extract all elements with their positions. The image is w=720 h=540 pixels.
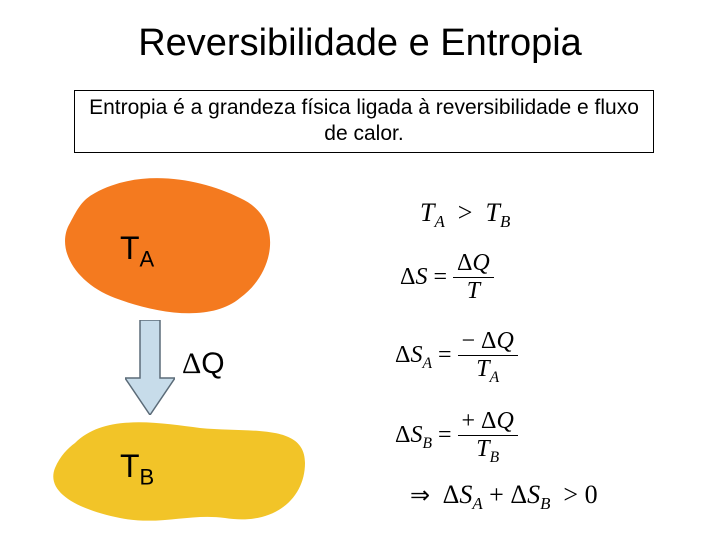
- equation-2: ΔS = ΔQ T: [400, 250, 600, 305]
- label-tb: TB: [120, 448, 154, 490]
- blob-a-shape: [60, 178, 280, 318]
- dq-delta: Δ: [182, 347, 201, 380]
- dq-q: Q: [201, 347, 224, 380]
- blob-a-path: [65, 178, 270, 313]
- slide-title: Reversibilidade e Entropia: [0, 22, 720, 65]
- blob-b-path: [53, 422, 305, 520]
- equation-3: ΔSA = − ΔQ TA: [395, 328, 605, 387]
- ta-sub: A: [140, 246, 155, 271]
- label-ta: TA: [120, 230, 154, 272]
- definition-box: Entropia é a grandeza física ligada à re…: [74, 90, 654, 153]
- arrow-path: [125, 320, 175, 415]
- tb-sub: B: [140, 464, 155, 489]
- heat-flow-arrow: [125, 320, 175, 415]
- equation-1: TA > TB: [420, 198, 510, 232]
- tb-main: T: [120, 448, 140, 484]
- equation-5: ⇒ ΔSA + ΔSB > 0: [410, 480, 598, 514]
- ta-main: T: [120, 230, 140, 266]
- equation-4: ΔSB = + ΔQ TB: [395, 408, 605, 467]
- blob-b-shape: [50, 418, 310, 528]
- label-delta-q: ΔQ: [182, 347, 225, 381]
